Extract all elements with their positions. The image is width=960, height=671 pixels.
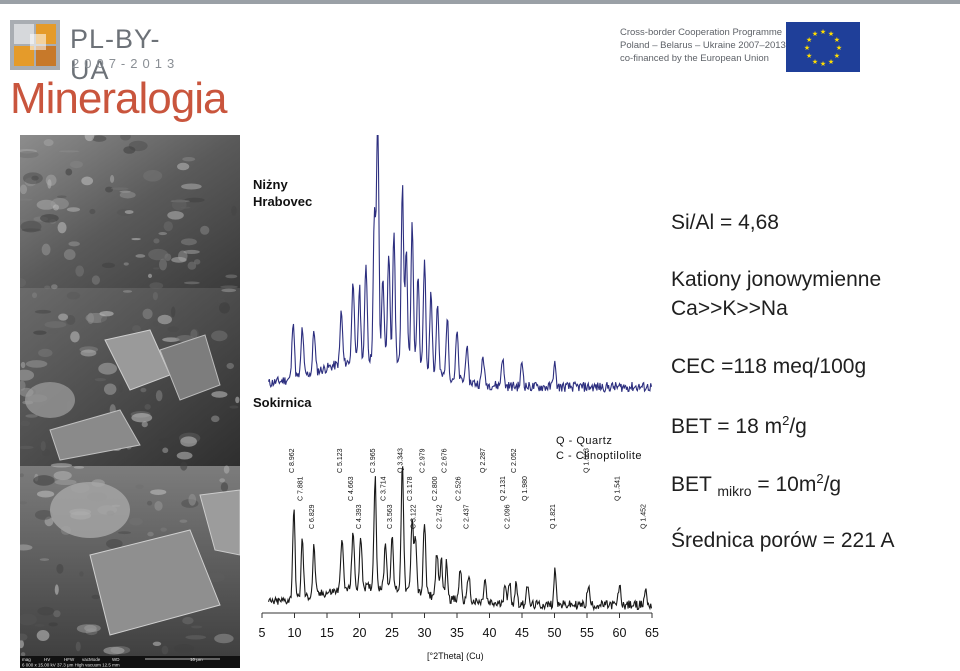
scalebar-vacmode: vacMode <box>82 657 101 662</box>
peak-label: Q 1.541 <box>615 476 622 501</box>
peak-label: C 8.962 <box>289 448 296 473</box>
bet-value: BET = 18 m2/g <box>671 413 807 439</box>
peak-label: C 2.096 <box>505 504 512 529</box>
peak-label: C 3.563 <box>387 504 394 529</box>
eu-star-icon: ★ <box>828 30 834 38</box>
peak-label: C 5.123 <box>337 448 344 473</box>
scalebar-hv: HV <box>44 657 50 662</box>
x-tick-30: 30 <box>418 626 432 640</box>
peak-label: Q 1.663 <box>583 448 590 473</box>
eu-star-icon: ★ <box>834 52 840 60</box>
peak-label: C 3.178 <box>407 476 414 501</box>
eu-star-icon: ★ <box>834 36 840 44</box>
cations-value: Ca>>K>>Na <box>671 297 788 320</box>
bet-micro-sub: mikro <box>717 483 752 499</box>
legend-clinoptilolite: C - Clinoptilolite <box>556 450 642 462</box>
bet-micro-value: BET mikro = 10m2/g <box>671 471 841 499</box>
scalebar-mag: mag <box>22 657 31 662</box>
scalebar-wd: WD <box>112 657 120 662</box>
bet-prefix: BET = 18 m <box>671 415 783 438</box>
scalebar-values: 6 000 x 15.00 kV 37.3 μm High vacuum 12.… <box>22 663 120 668</box>
scalebar-hfw: HFW <box>64 657 75 662</box>
peak-label: Q 1.980 <box>522 476 529 501</box>
eu-star-icon: ★ <box>828 58 834 66</box>
peak-label: Q 1.452 <box>641 504 648 529</box>
peak-label: C 2.979 <box>420 448 427 473</box>
peak-label: Q 1.821 <box>550 504 557 529</box>
cations-title: Kationy jonowymienne <box>671 268 882 291</box>
peak-label: C 3.965 <box>370 448 377 473</box>
peak-label: C 7.881 <box>297 476 304 501</box>
x-tick-40: 40 <box>483 626 497 640</box>
eu-star-icon: ★ <box>812 58 818 66</box>
logo-text: PL-BY-UA <box>70 24 161 85</box>
peak-label: C 2.676 <box>442 448 449 473</box>
page-title: Mineralogia <box>10 74 227 123</box>
top-border <box>0 0 960 4</box>
bet-micro-suffix: /g <box>823 473 842 496</box>
x-tick-10: 10 <box>288 626 302 640</box>
xrd-diffractograms: Niżny Hrabovec Sokirnica Q - Quartz C - … <box>253 135 659 661</box>
peak-label: C 2.742 <box>436 504 443 529</box>
eu-star-icon: ★ <box>812 30 818 38</box>
si-al-ratio: Si/Al = 4,68 <box>671 211 779 234</box>
xrd-trace-niżny-hrabovec <box>267 135 653 393</box>
peak-label: Q 2.287 <box>480 448 487 473</box>
peak-label: Q 3.343 <box>397 448 404 473</box>
x-tick-15: 15 <box>320 626 334 640</box>
peak-label: C 2.437 <box>464 504 471 529</box>
bet-suffix: /g <box>789 415 807 438</box>
peak-label: C 2.800 <box>432 476 439 501</box>
programme-line-1: Cross-border Cooperation Programme <box>620 27 783 38</box>
x-tick-5: 5 <box>259 626 266 640</box>
bet-micro-prefix: BET <box>671 473 712 496</box>
programme-line-3: co-financed by the European Union <box>620 53 769 64</box>
bet-micro-mid: = 10m <box>751 473 817 496</box>
peak-label: C 4.663 <box>348 476 355 501</box>
x-tick-55: 55 <box>580 626 594 640</box>
eu-star-icon: ★ <box>804 44 810 52</box>
xrd-trace-sokirnica <box>267 466 653 612</box>
sample-2-name: Sokirnica <box>253 395 312 410</box>
peak-label: C 3.122 <box>410 504 417 529</box>
sem-micrograph: mag HV HFW vacMode WD 10 μm 6 000 x 15.0… <box>20 135 240 668</box>
peak-label: C 4.393 <box>356 504 363 529</box>
peak-label: C 6.829 <box>309 504 316 529</box>
programme-caption: Cross-border Cooperation Programme Polan… <box>620 26 790 65</box>
sample-1-name-line2: Hrabovec <box>253 194 312 209</box>
sample-1-name-line1: Niżny <box>253 177 288 192</box>
x-tick-45: 45 <box>515 626 529 640</box>
x-tick-25: 25 <box>385 626 399 640</box>
programme-logo: PL-BY-UA 2007-2013 <box>10 20 200 85</box>
logo-years: 2007-2013 <box>72 56 180 71</box>
peak-label: C 2.052 <box>511 448 518 473</box>
peak-label: C 2.526 <box>455 476 462 501</box>
legend-quartz: Q - Quartz <box>556 435 612 447</box>
eu-star-icon: ★ <box>806 36 812 44</box>
x-tick-60: 60 <box>613 626 627 640</box>
x-tick-65: 65 <box>645 626 659 640</box>
peak-label: C 3.714 <box>381 476 388 501</box>
eu-star-icon: ★ <box>836 44 842 52</box>
programme-line-2: Poland – Belarus – Ukraine 2007–2013 <box>620 40 786 51</box>
scalebar-length: 10 μm <box>190 657 203 662</box>
bet-sup: 2 <box>782 413 790 428</box>
peak-label: Q 2.131 <box>500 476 507 501</box>
cec-value: CEC =118 meq/100g <box>671 355 867 378</box>
x-axis-title: [°2Theta] (Cu) <box>427 651 484 661</box>
x-tick-20: 20 <box>353 626 367 640</box>
pore-diameter: Średnica porów = 221 A <box>671 529 895 552</box>
eu-star-icon: ★ <box>820 28 826 36</box>
eu-star-icon: ★ <box>806 52 812 60</box>
eu-flag-icon: ★★★★★★★★★ ★ ★★ <box>786 22 860 72</box>
eu-star-icon: ★ <box>820 60 826 68</box>
x-tick-50: 50 <box>548 626 562 640</box>
x-tick-35: 35 <box>450 626 464 640</box>
logo-mark-icon <box>10 20 60 70</box>
bet-micro-sup: 2 <box>816 471 824 486</box>
